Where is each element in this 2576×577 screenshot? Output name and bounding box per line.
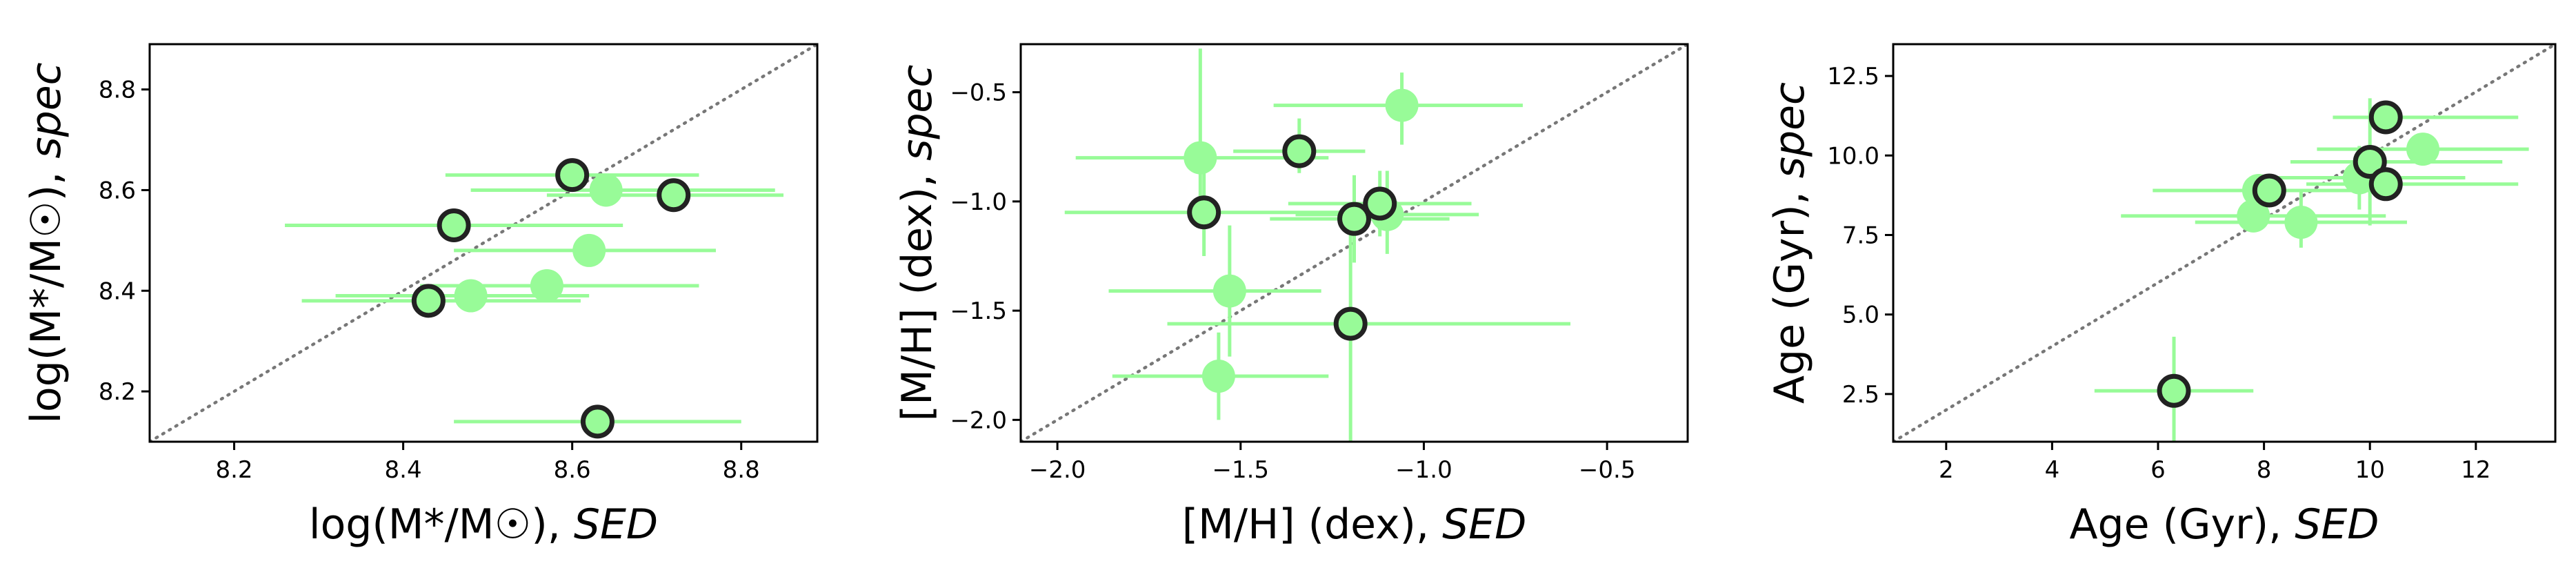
outlined-data-point [2353,144,2387,179]
data-point [589,173,623,207]
outlined-data-point [2157,373,2191,408]
data-point [2237,199,2270,233]
y-axis-label: log(M*/M☉), spec [22,62,70,423]
x-tick-label: 4 [2045,456,2060,484]
x-tick-label: −1.5 [1212,456,1270,484]
y-axis-label-main: Age (Gyr), [1766,178,1814,404]
outlined-data-point [1187,195,1221,230]
y-axis-label: [M/H] (dex), spec [893,65,941,422]
x-axis-label: [M/H] (dex), SED [1182,500,1527,549]
x-axis-label-source: SED [1442,500,1526,549]
axes-frame [1019,43,1689,443]
x-tick-label: −1.0 [1395,456,1452,484]
y-axis-label: Age (Gyr), spec [1766,82,1814,404]
x-axis-label-main: Age (Gyr), [2070,500,2295,549]
y-axis-label-source: spec [893,65,941,161]
y-tick-label: 10.0 [1827,142,1879,170]
y-tick-label: 7.5 [1842,222,1879,249]
x-axis-label-source: SED [2295,500,2379,549]
data-point [530,268,563,302]
axes-frame [148,43,819,443]
outlined-data-point [580,404,615,439]
x-axis-label-main: [M/H] (dex), [1182,500,1442,549]
outlined-data-point [2368,100,2403,135]
y-tick-label: 8.8 [99,77,136,104]
x-tick-label: 12 [2461,456,2490,484]
data-point [1385,88,1419,122]
x-tick-label: 10 [2355,456,2385,484]
y-tick-label: 8.4 [99,277,136,305]
data-point [572,233,606,267]
data-point [1212,274,1246,308]
y-axis-label-main: log(M*/M☉), [22,159,70,424]
y-tick-label: −0.5 [950,79,1007,107]
outlined-data-point [411,284,446,318]
y-tick-label: −2.0 [950,407,1007,434]
x-tick-label: 8.6 [554,456,591,484]
outlined-data-point [1363,186,1397,221]
y-tick-label: 5.0 [1842,302,1879,329]
y-tick-label: −1.0 [950,188,1007,216]
data-point [454,279,488,313]
outlined-data-point [1333,306,1368,341]
outlined-data-point [657,178,691,213]
plot-area [150,44,817,442]
outlined-data-point [437,208,471,242]
y-axis-label-main: [M/H] (dex), [893,161,941,421]
x-axis-label: Age (Gyr), SED [2070,500,2379,549]
outlined-data-point [2368,167,2403,202]
x-tick-label: 8.4 [385,456,422,484]
y-tick-label: 2.5 [1842,381,1879,409]
y-axis-label-source: spec [22,62,70,158]
outlined-data-point [1282,134,1317,168]
y-axis-label-source: spec [1766,82,1814,178]
x-tick-label: 2 [1939,456,1954,484]
x-axis-label: log(M*/M☉), SED [309,500,658,549]
x-tick-label: 8.8 [723,456,760,484]
data-point [2406,133,2439,166]
x-tick-label: 8 [2257,456,2272,484]
x-axis-label-main: log(M*/M☉), [309,500,574,549]
y-tick-label: 8.2 [99,378,136,406]
data-point [1184,141,1217,175]
x-axis-label-source: SED [574,500,658,549]
identity-line [150,44,817,442]
y-tick-label: −1.5 [950,297,1007,325]
panel-metallicity: −2.0 −1.5 −1.0 −0.5 −2.0 −1.5 −1.0 −0.5 [M/H] (d… [893,43,1689,549]
y-tick-label: 8.6 [99,177,136,204]
plot-area [1893,44,2555,442]
data-point [2284,206,2318,239]
y-tick-label: 12.5 [1827,63,1879,90]
data-point [1201,360,1235,393]
outlined-data-point [2252,173,2286,208]
outlined-data-point [555,158,590,193]
outlined-data-point [1337,202,1371,236]
x-tick-label: −0.5 [1579,456,1636,484]
x-tick-label: 8.2 [215,456,252,484]
identity-line [1893,44,2555,442]
plot-area [1021,44,1688,442]
x-tick-label: −2.0 [1029,456,1086,484]
axes-frame [1892,43,2557,443]
x-tick-label: 6 [2150,456,2166,484]
